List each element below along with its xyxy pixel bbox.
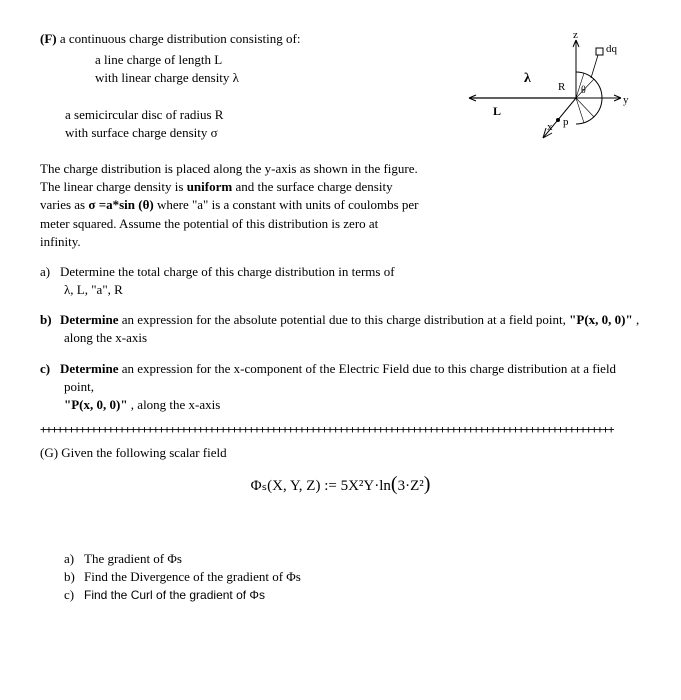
formula: Φₛ(X, Y, Z) := 5X²Y·ln(3·Z²) bbox=[40, 470, 641, 498]
f-line3: a semicircular disc of radius R bbox=[40, 106, 421, 124]
r-label: R bbox=[558, 81, 566, 93]
formula-5x2y: 5X²Y· bbox=[341, 478, 380, 494]
f-item-a: a)Determine the total charge of this cha… bbox=[40, 263, 641, 299]
g-c-label: c) bbox=[64, 586, 84, 604]
f-c-label: c) bbox=[40, 360, 60, 378]
section-f-top: (F) a continuous charge distribution con… bbox=[40, 30, 641, 251]
g-b-text: Find the Divergence of the gradient of Φ… bbox=[84, 569, 301, 584]
f-c-text2: , along the x-axis bbox=[128, 397, 221, 412]
p-label: p bbox=[563, 116, 569, 128]
g-item-a: a)The gradient of Φs bbox=[64, 550, 641, 568]
f-line2: with linear charge density λ bbox=[40, 69, 421, 87]
figure-area: z y x dq θ R bbox=[421, 30, 641, 251]
f-b-label: b) bbox=[40, 311, 60, 329]
section-f-text-block: (F) a continuous charge distribution con… bbox=[40, 30, 421, 251]
section-divider: ++++++++++++++++++++++++++++++++++++++++… bbox=[40, 422, 641, 437]
f-item-b: b)Determine an expression for the absolu… bbox=[40, 311, 641, 347]
f-b-bold2: "P(x, 0, 0)" bbox=[569, 312, 636, 327]
g-a-text: The gradient of Φs bbox=[84, 551, 182, 566]
l-label: L bbox=[493, 104, 501, 118]
section-f-header-text: a continuous charge distribution consist… bbox=[57, 31, 301, 46]
f-b-bold: Determine bbox=[60, 312, 118, 327]
f-para1-bold: uniform bbox=[187, 179, 233, 194]
formula-in: 3·Z² bbox=[398, 478, 424, 494]
g-sublist: a)The gradient of Φs b)Find the Divergen… bbox=[40, 550, 641, 605]
formula-ln: ln bbox=[379, 478, 391, 494]
f-item-c: c)Determine an expression for the x-comp… bbox=[40, 360, 641, 415]
f-paragraph: The charge distribution is placed along … bbox=[40, 160, 421, 251]
f-line4: with surface charge density σ bbox=[40, 124, 421, 142]
g-item-c: c)Find the Curl of the gradient of Φs bbox=[64, 586, 641, 604]
lambda-label: λ bbox=[524, 71, 531, 86]
g-c-text: Find the Curl of the gradient of Φs bbox=[84, 588, 265, 602]
f-a-sub: λ, L, "a", R bbox=[64, 281, 641, 299]
f-para1-bold2: σ =a*sin (θ) bbox=[88, 197, 153, 212]
section-g-header: (G) Given the following scalar field bbox=[40, 444, 641, 462]
f-line1: a line charge of length L bbox=[40, 51, 421, 69]
f-a-label: a) bbox=[40, 263, 60, 281]
dq-label: dq bbox=[606, 43, 618, 55]
section-f-header: (F) a continuous charge distribution con… bbox=[40, 30, 421, 48]
formula-lhs: Φₛ(X, Y, Z) := bbox=[251, 478, 337, 494]
theta-label: θ bbox=[581, 85, 586, 96]
charge-figure: z y x dq θ R bbox=[421, 30, 631, 200]
f-b-text: an expression for the absolute potential… bbox=[118, 312, 569, 327]
f-c-bold2: "P(x, 0, 0)" bbox=[64, 397, 128, 412]
f-c-bold: Determine bbox=[60, 361, 118, 376]
z-label: z bbox=[573, 30, 578, 41]
g-b-label: b) bbox=[64, 568, 84, 586]
x-label: x bbox=[547, 121, 553, 133]
g-a-label: a) bbox=[64, 550, 84, 568]
y-label: y bbox=[623, 94, 629, 106]
f-a-text: Determine the total charge of this charg… bbox=[60, 264, 395, 279]
section-f-prefix: (F) bbox=[40, 31, 57, 46]
g-item-b: b)Find the Divergence of the gradient of… bbox=[64, 568, 641, 586]
f-c-text: an expression for the x-component of the… bbox=[64, 361, 616, 394]
